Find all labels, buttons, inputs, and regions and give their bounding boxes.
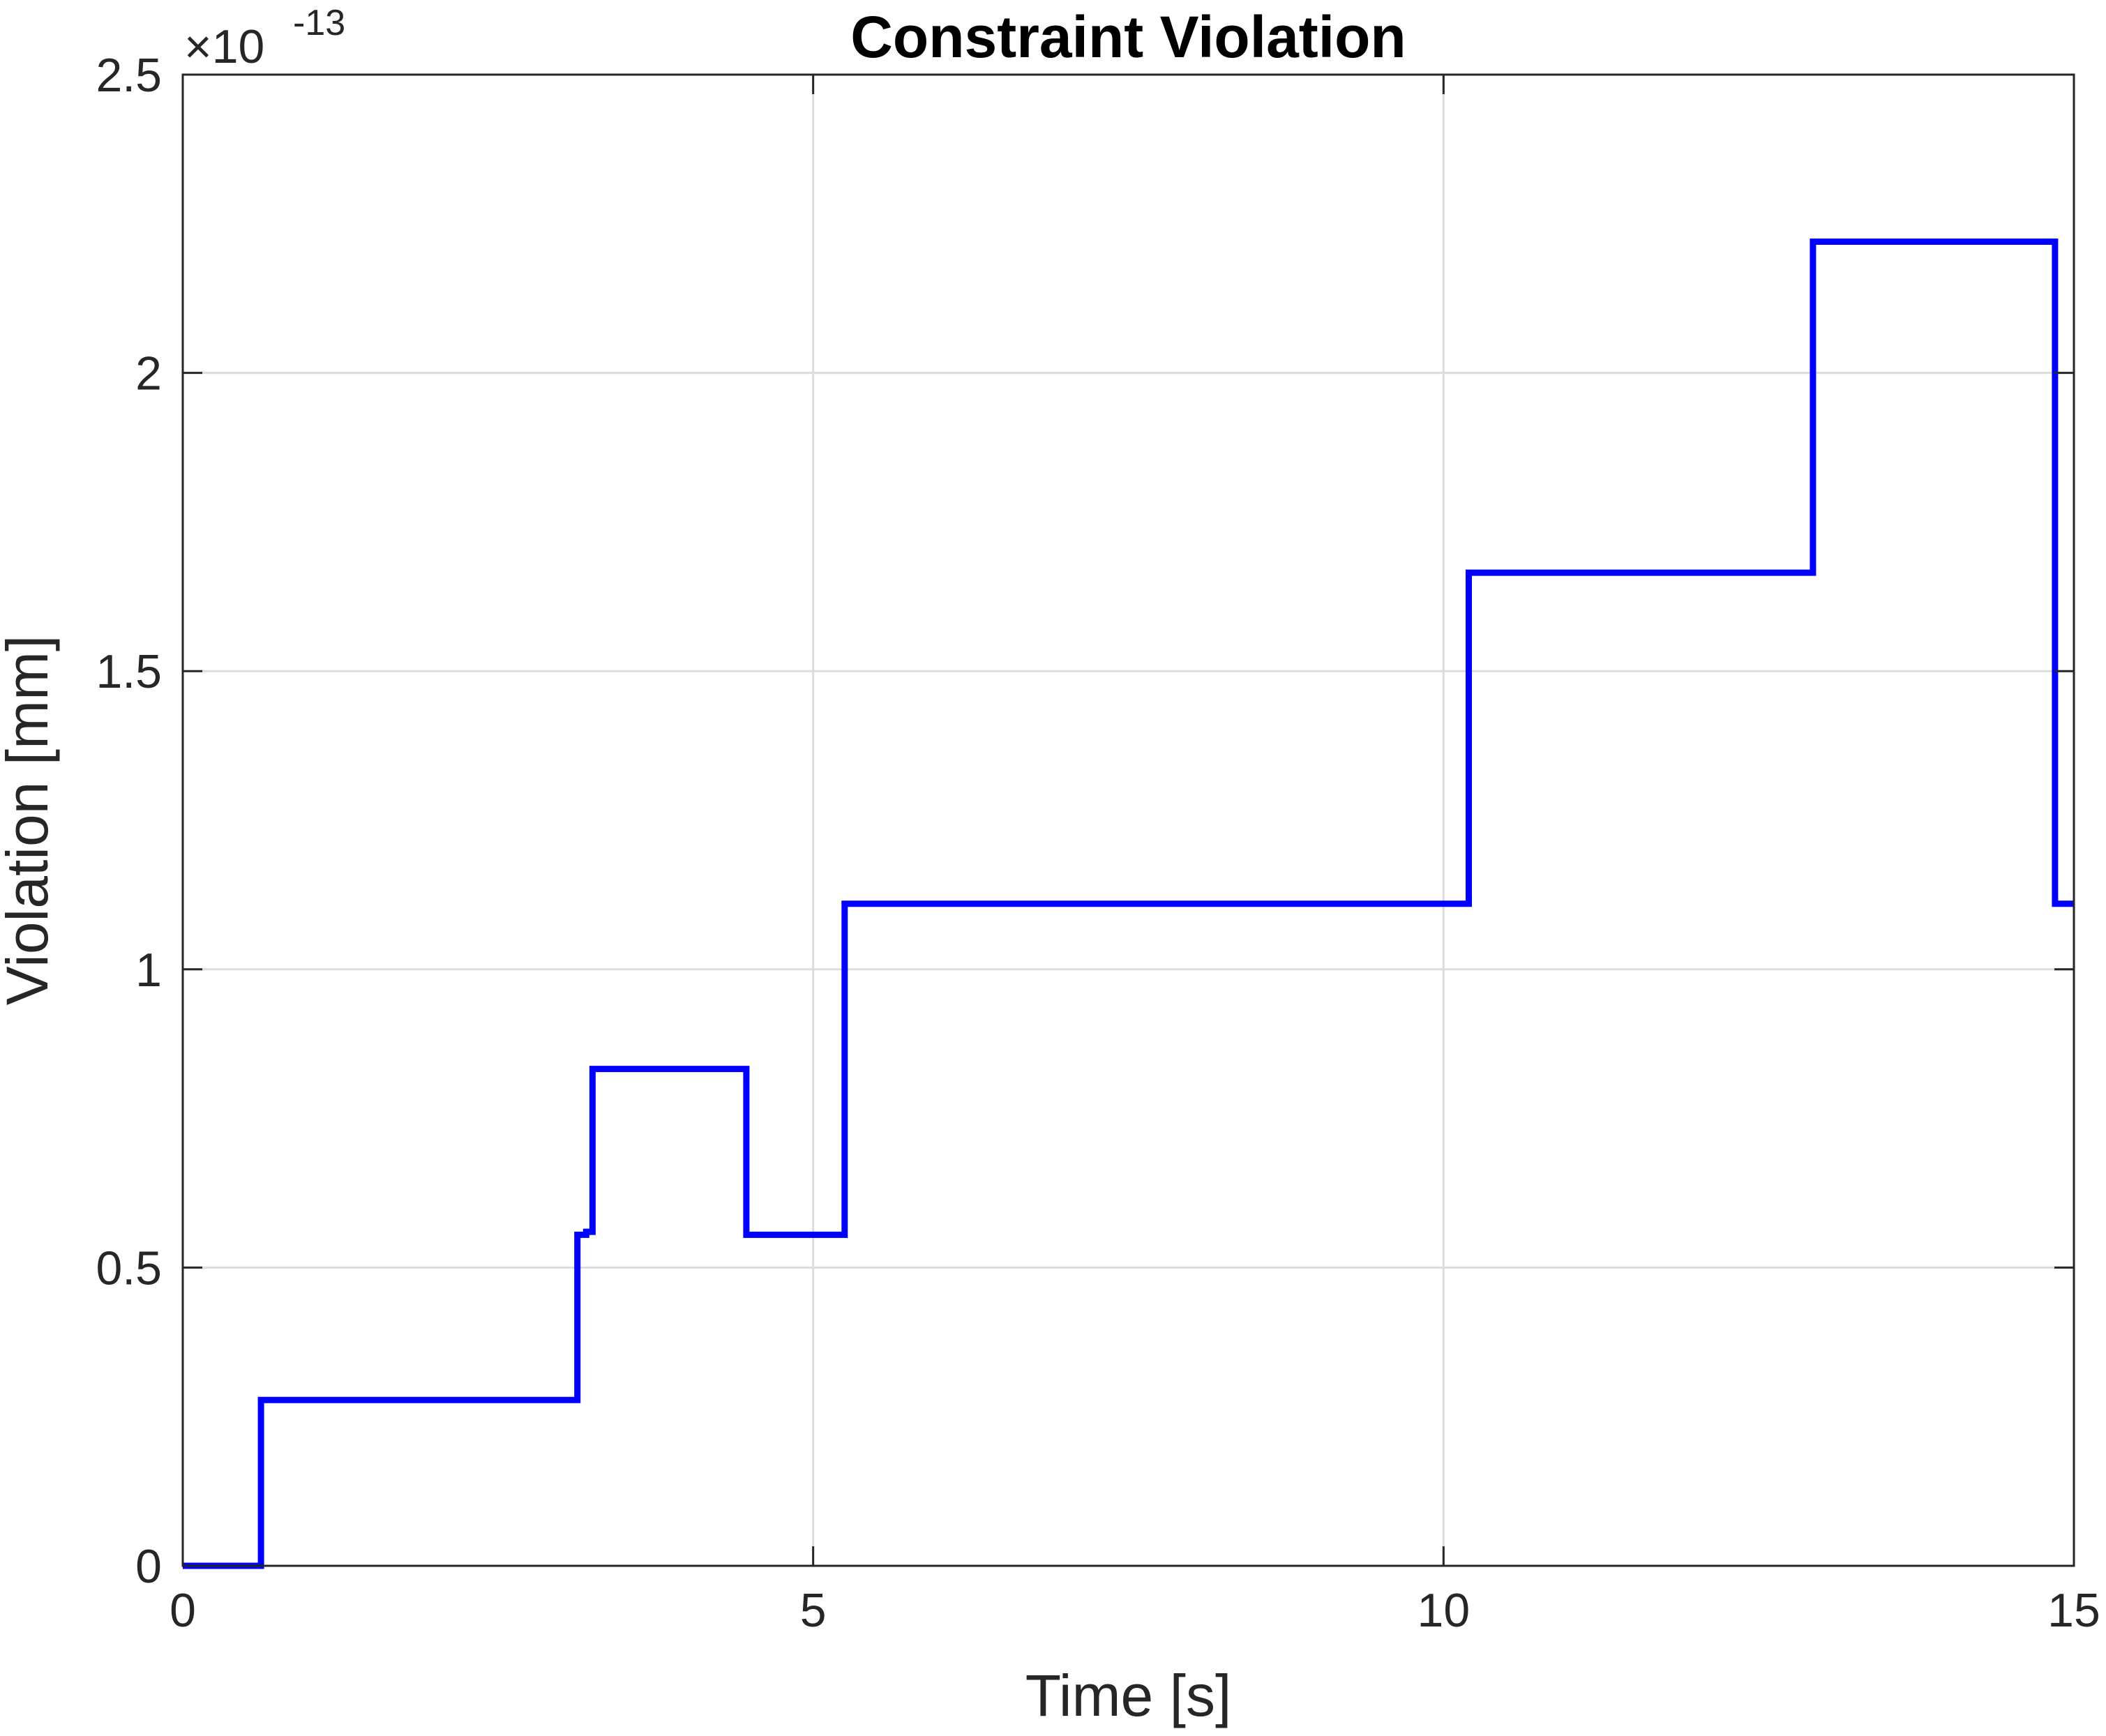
- y-tick-label: 1.5: [96, 645, 162, 698]
- y-axis-label: Violation [mm]: [0, 635, 60, 1006]
- y-tick-label: 0.5: [96, 1241, 162, 1295]
- y-tick-label: 0: [135, 1540, 162, 1593]
- y-exponent-power: -13: [293, 3, 345, 43]
- axes-box: [181, 73, 2075, 1567]
- y-tick-label: 2.5: [96, 49, 162, 102]
- x-tick-label: 5: [800, 1584, 827, 1637]
- x-tick-label: 10: [1417, 1584, 1471, 1637]
- y-exponent-base: ×10: [184, 20, 264, 73]
- y-tick-label: 1: [135, 944, 162, 997]
- series-line: [183, 239, 2074, 1569]
- data-series: [183, 239, 2074, 1569]
- x-axis-label: Time [s]: [1025, 1663, 1232, 1728]
- chart-title: Constraint Violation: [850, 4, 1406, 70]
- ticks: [181, 73, 2075, 1567]
- x-tick-label: 0: [170, 1584, 196, 1637]
- tick-labels: 0 5 10 15 0 0.5 1 1.5 2 2.5: [96, 49, 2100, 1637]
- y-tick-label: 2: [135, 347, 162, 400]
- x-tick-label: 15: [2047, 1584, 2100, 1637]
